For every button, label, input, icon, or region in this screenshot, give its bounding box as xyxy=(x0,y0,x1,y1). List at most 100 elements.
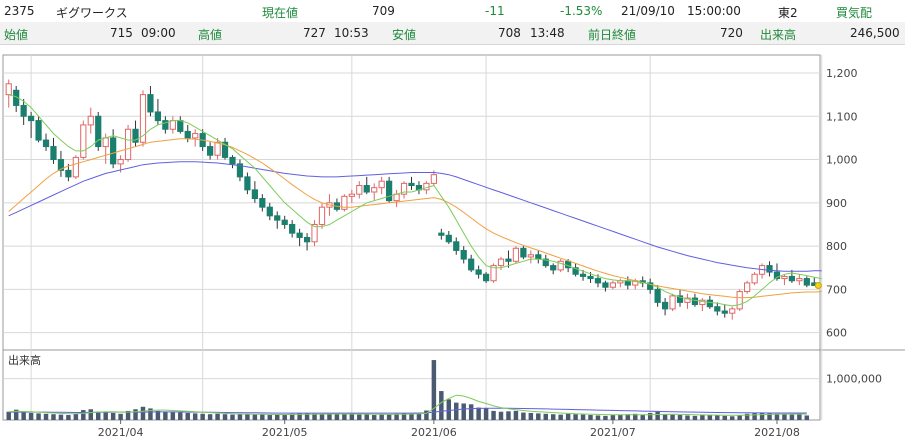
candle-body xyxy=(274,215,281,221)
volume-bar xyxy=(625,414,631,420)
candle-body xyxy=(184,130,191,139)
volume-bar xyxy=(722,415,728,420)
candle-body xyxy=(20,104,27,117)
candle-body xyxy=(550,265,557,271)
open-time: 09:00 xyxy=(141,26,176,40)
candle-body xyxy=(520,247,527,258)
volume-ma-short-line xyxy=(8,394,807,416)
candle-body xyxy=(57,159,65,171)
stock-name: ギグワークス xyxy=(56,6,128,20)
quote-header-row-1: 2375 ギグワークス 現在値 709 -11 -1.53% 21/09/10 … xyxy=(0,0,905,22)
candle-body xyxy=(236,163,244,178)
candle-body xyxy=(706,299,713,308)
price-change: -11 xyxy=(485,4,505,18)
volume-bar xyxy=(752,412,757,420)
candle-body xyxy=(438,232,445,236)
low-label: 安値 xyxy=(392,28,417,42)
volume-bar xyxy=(580,414,586,420)
price-change-percent: -1.53% xyxy=(560,4,603,18)
volume-bar xyxy=(454,402,459,420)
volume-bar xyxy=(245,413,250,420)
price-tick-label: 600 xyxy=(826,327,847,340)
month-tick-label: 2021/07 xyxy=(590,426,636,439)
prev-close-label: 前日終値 xyxy=(588,28,637,42)
candle-body xyxy=(736,291,743,310)
candle-body xyxy=(482,273,490,282)
ma-short-line xyxy=(8,94,822,307)
volume-bar xyxy=(677,415,683,420)
candle-body xyxy=(669,295,676,310)
ma-mid-line xyxy=(8,138,822,299)
open-value: 715 xyxy=(110,26,133,40)
volume-bar xyxy=(133,409,138,420)
volume-tick-label: 1,000,000 xyxy=(826,373,882,386)
volume-bar xyxy=(21,412,26,420)
low-value: 708 xyxy=(498,26,521,40)
volume-value: 246,500 xyxy=(850,26,900,40)
candle-body xyxy=(460,249,467,260)
volume-bar xyxy=(401,413,407,420)
volume-ma-long-line xyxy=(8,407,807,414)
volume-bar xyxy=(81,410,86,420)
volume-bar xyxy=(51,414,56,420)
candle-body xyxy=(423,182,430,191)
volume-bar xyxy=(558,414,563,420)
volume-bar xyxy=(200,413,205,420)
candle-body xyxy=(557,260,564,271)
volume-bar xyxy=(267,415,273,420)
current-price-marker xyxy=(814,282,822,290)
volume-bar xyxy=(759,412,765,420)
high-time: 10:53 xyxy=(334,26,369,40)
candle-body xyxy=(229,156,236,165)
candle-body xyxy=(654,288,661,303)
candle-body xyxy=(102,137,109,148)
volume-bar xyxy=(431,360,437,420)
volume-bar xyxy=(13,409,19,420)
volume-bar xyxy=(550,414,556,420)
candle-body xyxy=(50,146,57,161)
month-tick-label: 2021/08 xyxy=(754,426,800,439)
candle-body xyxy=(386,180,393,202)
candle-body xyxy=(766,265,773,273)
volume-bar xyxy=(364,414,369,420)
volume-bar xyxy=(342,413,347,420)
candle-body xyxy=(497,258,505,267)
volume-bar xyxy=(603,415,608,420)
ma-long-line xyxy=(8,161,822,272)
candle-body xyxy=(542,258,549,267)
volume-bar xyxy=(662,414,668,420)
volume-bar xyxy=(58,414,64,420)
volume-bar xyxy=(379,414,384,420)
volume-bar xyxy=(491,410,496,420)
volume-bar xyxy=(513,410,519,420)
volume-bar xyxy=(155,410,161,420)
volume-bar xyxy=(275,414,280,420)
volume-bar xyxy=(125,410,131,420)
candle-body xyxy=(65,169,72,178)
candle-body xyxy=(266,206,273,217)
month-tick-label: 2021/05 xyxy=(262,426,308,439)
low-time: 13:48 xyxy=(530,26,565,40)
volume-bar xyxy=(237,414,243,420)
volume-bar xyxy=(618,414,623,420)
volume-bar xyxy=(357,414,362,420)
volume-bar xyxy=(528,412,534,420)
volume-bar xyxy=(729,416,735,420)
candle-body xyxy=(221,141,229,158)
quote-label: 買気配 xyxy=(836,6,873,20)
volume-bar xyxy=(640,414,645,420)
volume-bar xyxy=(647,412,653,420)
volume-bar xyxy=(707,414,713,420)
candle-body xyxy=(348,193,355,197)
price-tick-label: 700 xyxy=(826,283,847,296)
candle-body xyxy=(169,120,176,130)
volume-bar xyxy=(95,411,101,420)
candle-body xyxy=(729,308,736,314)
candle-body xyxy=(147,94,154,113)
volume-bar xyxy=(715,415,720,420)
volume-bar xyxy=(118,413,123,420)
volume-bar xyxy=(446,399,452,420)
candle-body xyxy=(699,299,706,306)
plot-frame xyxy=(2,54,821,421)
candle-body xyxy=(408,182,415,187)
